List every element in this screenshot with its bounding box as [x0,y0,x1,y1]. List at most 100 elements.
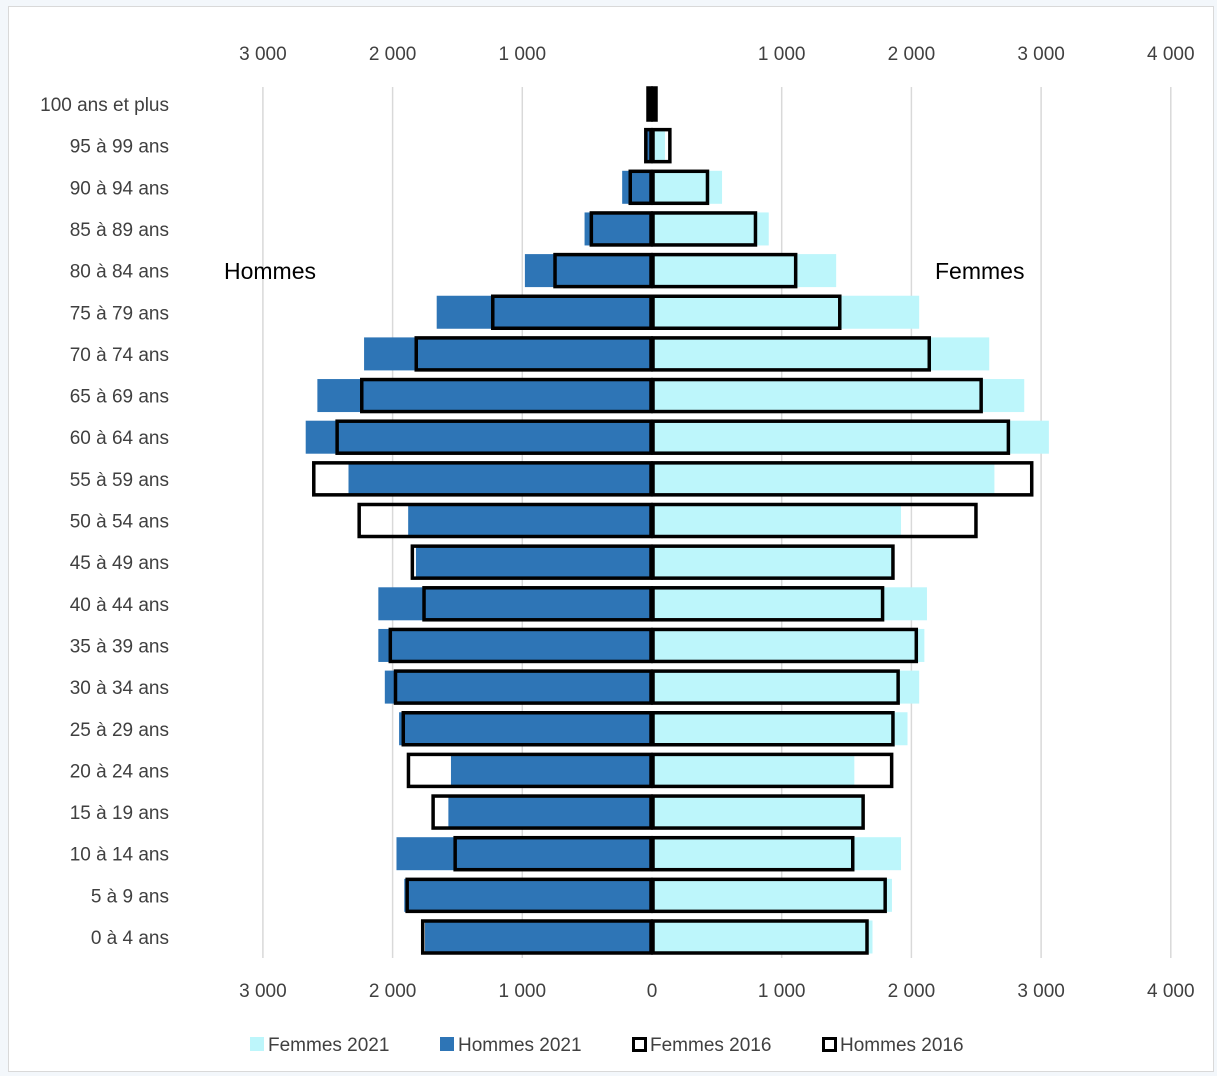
category-label: 20 à 24 ans [70,761,169,782]
bar-femmes-2016 [651,669,900,705]
bar-femmes-2021 [652,712,908,746]
bar-hommes-2016 [410,544,653,580]
category-label: 10 à 14 ans [70,845,169,866]
bar-femmes-2016 [651,711,895,747]
bar-hommes-2021 [450,753,652,787]
bar-femmes-2016 [651,169,710,206]
category-label: 85 à 89 ans [70,220,169,241]
bar-femmes-2021 [652,587,927,621]
bar-hommes-2021 [384,670,652,704]
category-label: 55 à 59 ans [70,470,169,491]
bar-femmes-2021 [652,295,920,329]
bar-hommes-2016 [420,919,653,955]
bar-hommes-2016 [360,377,653,414]
bar-femmes-2016 [651,377,983,414]
bar-hommes-2016 [646,86,653,122]
bar-hommes-2016 [431,794,653,830]
bar-femmes-2021 [652,170,723,204]
x-tick-label-bottom: 0 [647,981,658,1002]
x-tick-label-bottom: 1 000 [758,981,806,1002]
bar-femmes-2016 [651,502,978,539]
bar-hommes-2021 [622,170,652,204]
side-label-left: Hommes [224,258,316,284]
bar-hommes-2021 [399,712,652,746]
category-label: 15 à 19 ans [70,803,169,824]
bar-femmes-2021 [652,795,863,829]
bar-femmes-2021 [652,254,837,288]
bar-hommes-2016 [453,835,653,872]
bar-hommes-2016 [388,627,653,664]
bar-hommes-2016 [335,419,653,455]
category-label: 65 à 69 ans [70,387,169,408]
bar-femmes-2021 [652,878,892,912]
x-tick-label-top: 2 000 [888,44,936,65]
bar-femmes-2021 [652,337,990,371]
bar-hommes-2021 [584,212,652,246]
bar-femmes-2016 [651,752,894,789]
category-labels: 100 ans et plus 95 à 99 ans 90 à 94 ans 85 … [40,95,169,949]
x-tick-label-bottom: 4 000 [1147,981,1195,1002]
bar-femmes-2021 [652,920,873,954]
legend-label: Femmes 2016 [650,1035,771,1056]
bar-hommes-2021 [364,337,652,371]
bar-hommes-2021 [408,504,652,537]
bar-femmes-2021 [652,504,902,537]
gridlines [262,87,1172,958]
bar-hommes-2021 [448,795,652,829]
bar-hommes-2021 [396,837,652,871]
bar-femmes-2016 [651,294,842,330]
x-tick-label-top: 1 000 [758,44,806,65]
x-tick-label-top: 4 000 [1147,44,1195,65]
bar-hommes-2021 [378,587,652,621]
legend: Femmes 2021 Hommes 2021 Femmes 2016 Hommes … [250,1035,964,1056]
bar-femmes-2016 [651,86,658,122]
category-label: 80 à 84 ans [70,262,169,283]
bar-femmes-2016 [651,835,855,872]
side-label-right: Femmes [935,258,1024,284]
bar-femmes-2021 [652,628,925,662]
bar-femmes-2021 [652,545,892,579]
bar-hommes-2021 [524,254,652,288]
bar-femmes-2021 [652,837,902,871]
category-label: 70 à 74 ans [70,345,169,366]
bar-hommes-2016 [628,169,653,206]
legend-swatch [250,1037,264,1051]
bar-hommes-2021 [436,295,652,329]
x-tick-label-top: 1 000 [499,44,547,65]
bar-femmes-2016 [651,419,1011,455]
category-label: 100 ans et plus [40,95,169,116]
category-label: 25 à 29 ans [70,720,169,741]
bar-femmes-2021 [652,379,1025,413]
bar-femmes-2021 [652,753,855,787]
bar-femmes-2016 [651,586,885,622]
bar-hommes-2021 [317,379,652,413]
bar-hommes-2016 [312,461,653,497]
x-tick-label-top: 3 000 [1017,44,1065,65]
bar-hommes-2016 [589,211,653,247]
legend-label: Hommes 2016 [840,1035,964,1056]
bar-hommes-2021 [404,878,652,912]
category-label: 5 à 9 ans [91,886,169,907]
bar-hommes-2016 [406,752,653,789]
category-label: 30 à 34 ans [70,678,169,699]
bar-hommes-2016 [414,336,653,372]
bar-hommes-2016 [553,252,653,289]
bar-femmes-2016 [651,461,1034,497]
bar-hommes-2016 [644,127,653,164]
x-tick-label-bottom: 1 000 [499,981,547,1002]
bar-femmes-2021 [652,212,769,246]
legend-swatch [822,1037,837,1052]
category-label: 90 à 94 ans [70,178,169,199]
bar-hommes-2016 [357,502,653,539]
category-label: 45 à 49 ans [70,553,169,574]
category-label: 75 à 79 ans [70,303,169,324]
x-tick-label-top: 2 000 [369,44,417,65]
axis-ticks: 3 000 3 000 2 000 2 000 1 000 1 000 0 1 000 1 00… [239,44,1194,1002]
x-tick-label-bottom: 3 000 [1017,981,1065,1002]
bar-hommes-2016 [422,586,653,622]
legend-swatch [632,1037,647,1052]
bar-femmes-2016 [651,252,798,289]
x-tick-label-bottom: 2 000 [369,981,417,1002]
category-label: 40 à 44 ans [70,595,169,616]
